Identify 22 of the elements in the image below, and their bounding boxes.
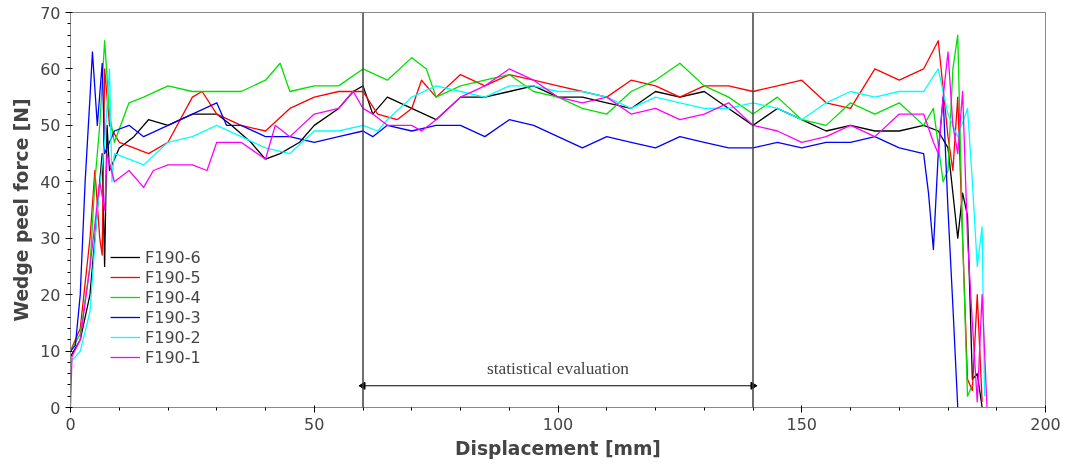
- legend-label: F190-5: [145, 267, 201, 287]
- y-tick-label: 20: [40, 285, 61, 305]
- legend-label: F190-3: [145, 307, 201, 327]
- y-axis-title: Wedge peel force [N]: [11, 98, 33, 322]
- legend-label: F190-1: [145, 347, 201, 367]
- y-tick-label: 30: [40, 229, 61, 249]
- y-tick-label: 50: [40, 116, 61, 136]
- legend-label: F190-4: [145, 287, 201, 307]
- y-tick-label: 60: [40, 59, 61, 79]
- legend-label: F190-2: [145, 327, 201, 347]
- x-tick-label: 200: [1030, 414, 1061, 434]
- x-tick-label: 0: [65, 414, 76, 434]
- y-tick-label: 40: [40, 172, 61, 192]
- y-tick-label: 0: [50, 398, 61, 418]
- x-axis-title: Displacement [mm]: [455, 437, 661, 459]
- x-tick-label: 50: [304, 414, 325, 434]
- x-tick-label: 150: [786, 414, 818, 434]
- x-tick-label: 100: [542, 414, 574, 434]
- legend-label: F190-6: [145, 247, 201, 267]
- annotation: statistical evaluation: [487, 358, 630, 378]
- y-tick-label: 10: [40, 342, 61, 362]
- y-tick-label: 70: [40, 3, 61, 23]
